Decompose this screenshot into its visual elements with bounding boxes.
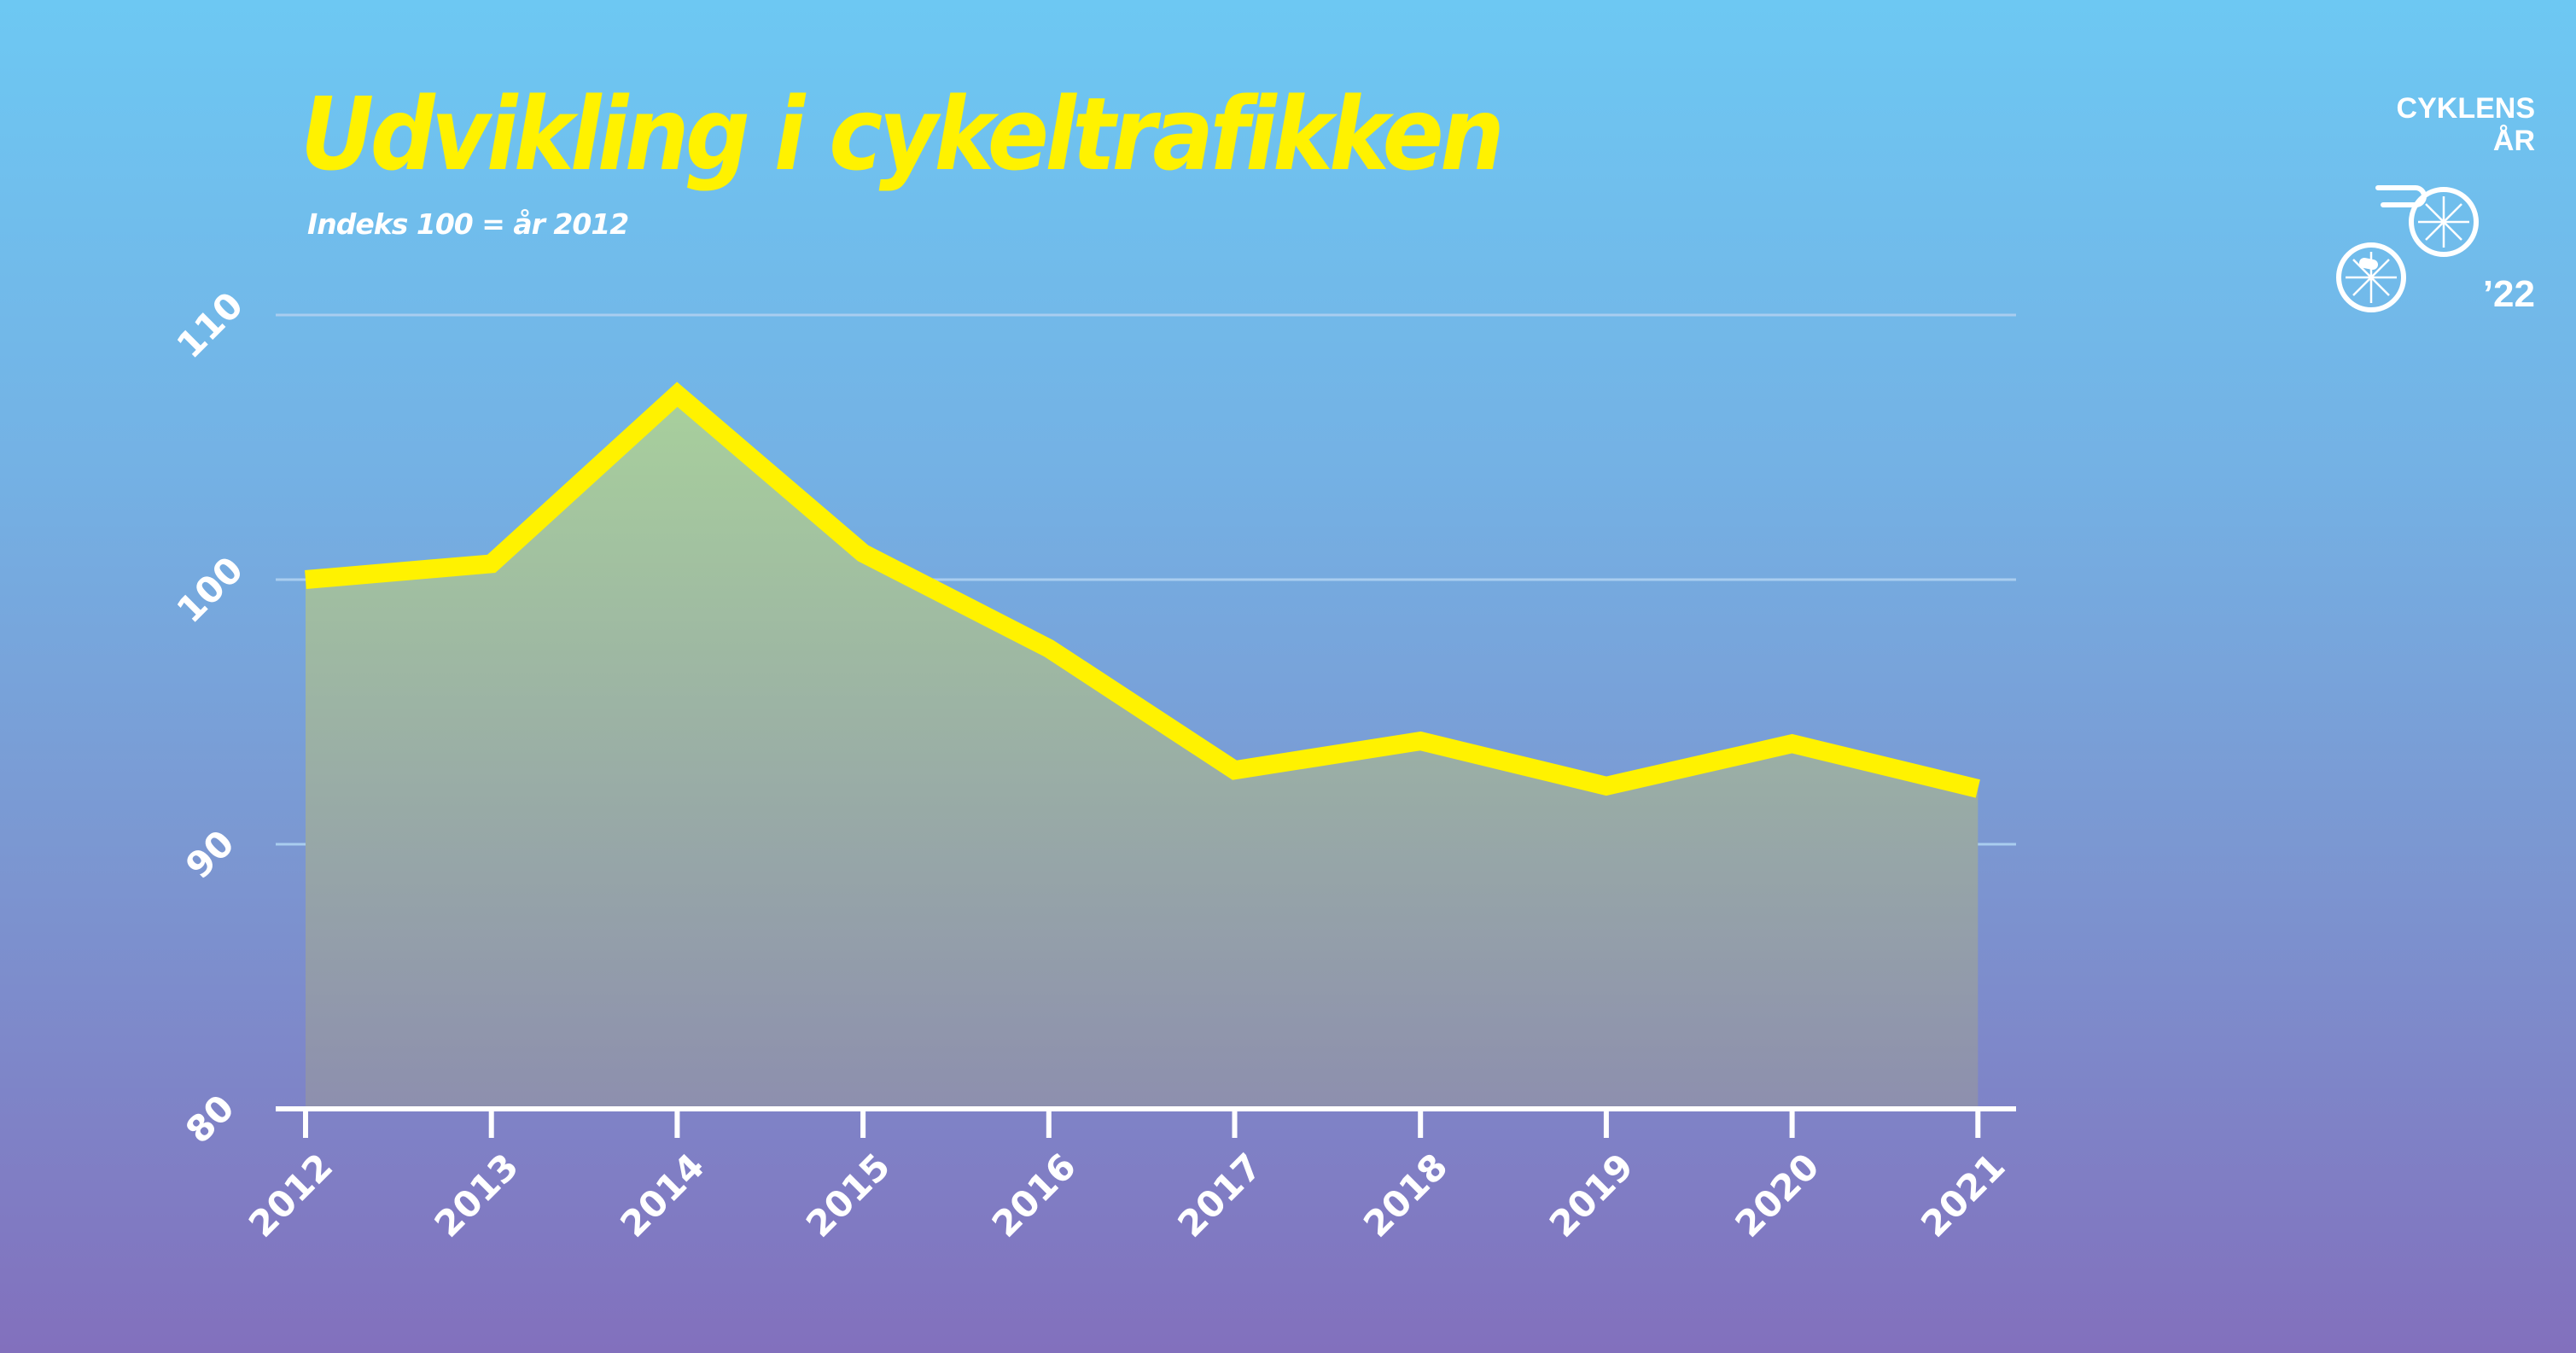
x-tick-label: 2016 [984, 1146, 1084, 1245]
x-tick-label: 2021 [1913, 1146, 2013, 1245]
x-tick-label: 2012 [241, 1146, 341, 1245]
axes [276, 1106, 2016, 1138]
x-tick-label: 2017 [1169, 1146, 1269, 1245]
logo-line1: CYKLENS [2396, 92, 2535, 125]
y-tick-label: 80 [178, 1087, 242, 1152]
chart-title: Udvikling i cykeltrafikken [300, 75, 1505, 193]
area-fill [306, 394, 1979, 1109]
x-tick-label: 2020 [1727, 1146, 1827, 1245]
x-tick-label: 2014 [612, 1146, 712, 1245]
logo-year: ’22 [2482, 273, 2535, 315]
x-tick-label: 2015 [798, 1146, 898, 1245]
y-tick-label: 90 [178, 822, 242, 887]
bicycle-wheels-icon [2336, 185, 2479, 312]
y-tick-label: 100 [169, 549, 252, 632]
logo-line2: ÅR [2492, 125, 2535, 157]
x-tick-label: 2019 [1542, 1146, 1641, 1245]
x-tick-label: 2013 [427, 1146, 527, 1245]
cyklens-aar-logo: CYKLENS ÅR ’22 [2330, 92, 2535, 323]
x-tick-label: 2018 [1355, 1146, 1455, 1245]
chart-subtitle: Indeks 100 = år 2012 [307, 207, 629, 241]
series-line [305, 382, 1980, 798]
y-tick-label: 110 [169, 284, 252, 367]
